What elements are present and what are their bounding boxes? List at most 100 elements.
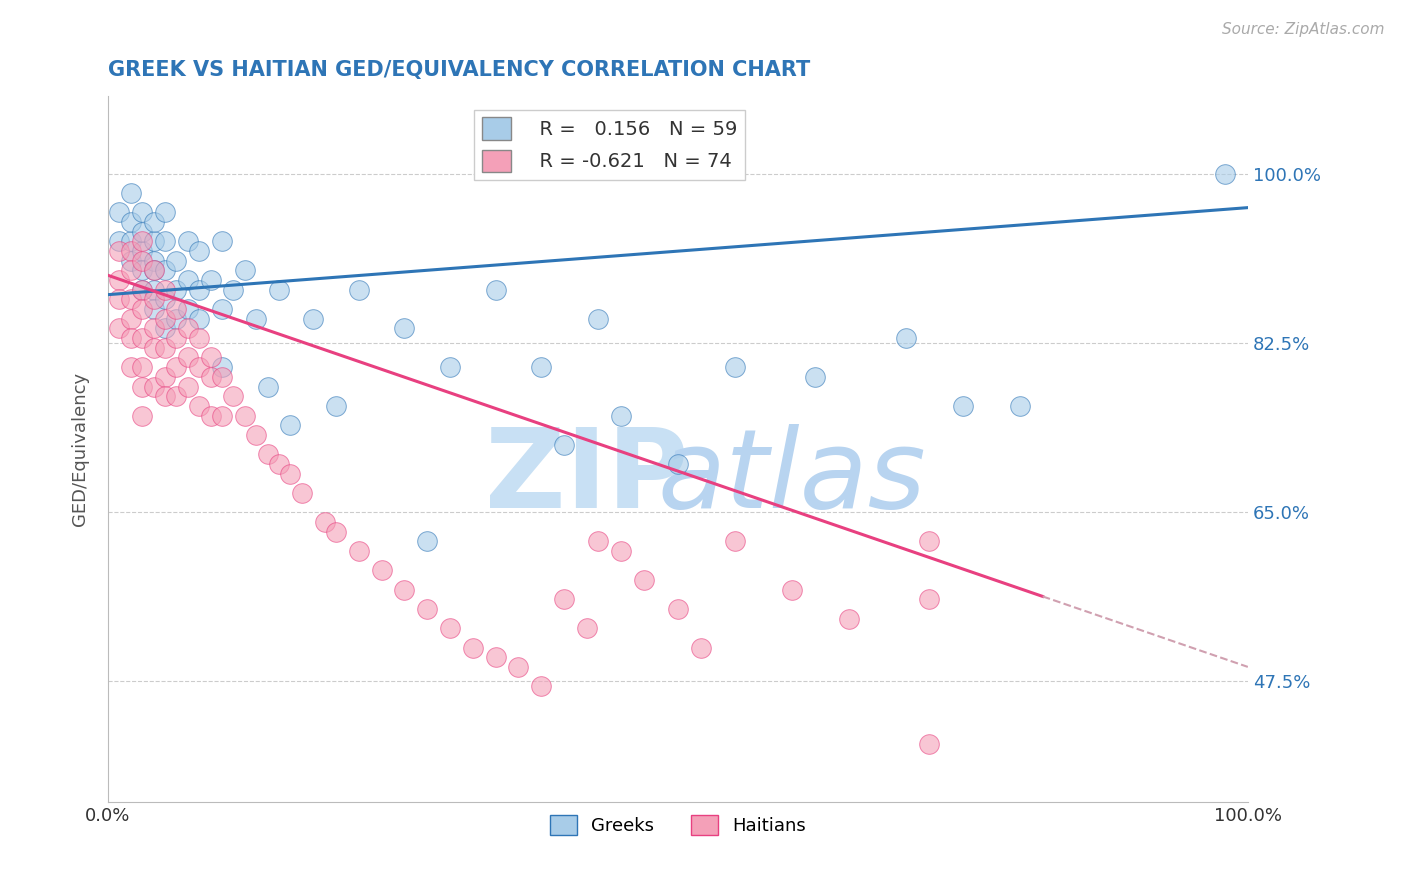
Point: [108, 235, 131, 249]
Point: [200, 351, 222, 365]
Point: [108, 273, 131, 287]
Point: [394, 321, 416, 335]
Point: [200, 369, 222, 384]
Point: [530, 679, 553, 693]
Point: [325, 399, 347, 413]
Point: [461, 640, 484, 655]
Point: [188, 399, 211, 413]
Point: [439, 360, 461, 375]
Point: [131, 331, 153, 345]
Point: [508, 660, 530, 674]
Point: [153, 369, 176, 384]
Point: [120, 360, 142, 375]
Point: [131, 283, 153, 297]
Text: atlas: atlas: [658, 424, 927, 531]
Point: [553, 437, 575, 451]
Point: [575, 621, 598, 635]
Point: [689, 640, 711, 655]
Point: [724, 360, 747, 375]
Point: [530, 360, 553, 375]
Point: [142, 283, 165, 297]
Point: [142, 263, 165, 277]
Point: [153, 235, 176, 249]
Point: [211, 360, 233, 375]
Point: [153, 321, 176, 335]
Point: [280, 467, 302, 481]
Point: [153, 389, 176, 403]
Point: [894, 331, 917, 345]
Point: [131, 244, 153, 259]
Point: [108, 293, 131, 307]
Point: [803, 369, 825, 384]
Point: [165, 311, 187, 326]
Point: [200, 273, 222, 287]
Point: [952, 399, 974, 413]
Point: [120, 311, 142, 326]
Point: [553, 592, 575, 607]
Point: [222, 283, 245, 297]
Point: [439, 621, 461, 635]
Point: [142, 235, 165, 249]
Point: [188, 331, 211, 345]
Point: [211, 235, 233, 249]
Point: [142, 302, 165, 317]
Point: [108, 205, 131, 219]
Point: [120, 253, 142, 268]
Point: [142, 263, 165, 277]
Point: [484, 650, 506, 665]
Point: [245, 311, 267, 326]
Point: [416, 602, 439, 616]
Point: [211, 409, 233, 423]
Point: [177, 379, 200, 393]
Point: [633, 573, 655, 587]
Point: [153, 205, 176, 219]
Point: [120, 235, 142, 249]
Point: [291, 486, 314, 500]
Point: [131, 360, 153, 375]
Point: [918, 592, 941, 607]
Point: [142, 215, 165, 229]
Point: [120, 215, 142, 229]
Point: [131, 302, 153, 317]
Point: [211, 302, 233, 317]
Point: [131, 379, 153, 393]
Point: [256, 447, 278, 461]
Point: [314, 515, 336, 529]
Point: [131, 205, 153, 219]
Point: [120, 244, 142, 259]
Point: [120, 293, 142, 307]
Point: [666, 602, 689, 616]
Point: [120, 331, 142, 345]
Point: [177, 351, 200, 365]
Point: [177, 273, 200, 287]
Point: [610, 409, 633, 423]
Point: [211, 369, 233, 384]
Point: [302, 311, 325, 326]
Point: [280, 418, 302, 433]
Point: [724, 534, 747, 549]
Point: [267, 283, 290, 297]
Point: [233, 263, 256, 277]
Point: [131, 409, 153, 423]
Point: [586, 311, 609, 326]
Point: [200, 409, 222, 423]
Point: [188, 311, 211, 326]
Legend: Greeks, Haitians: Greeks, Haitians: [543, 807, 813, 843]
Point: [245, 427, 267, 442]
Point: [120, 263, 142, 277]
Point: [153, 341, 176, 355]
Point: [165, 302, 187, 317]
Point: [177, 321, 200, 335]
Text: GREEK VS HAITIAN GED/EQUIVALENCY CORRELATION CHART: GREEK VS HAITIAN GED/EQUIVALENCY CORRELA…: [108, 60, 810, 79]
Point: [108, 244, 131, 259]
Point: [142, 379, 165, 393]
Text: ZIP: ZIP: [485, 424, 689, 531]
Point: [165, 389, 187, 403]
Point: [131, 283, 153, 297]
Point: [165, 253, 187, 268]
Point: [394, 582, 416, 597]
Point: [267, 457, 290, 471]
Point: [131, 253, 153, 268]
Point: [666, 457, 689, 471]
Point: [1008, 399, 1031, 413]
